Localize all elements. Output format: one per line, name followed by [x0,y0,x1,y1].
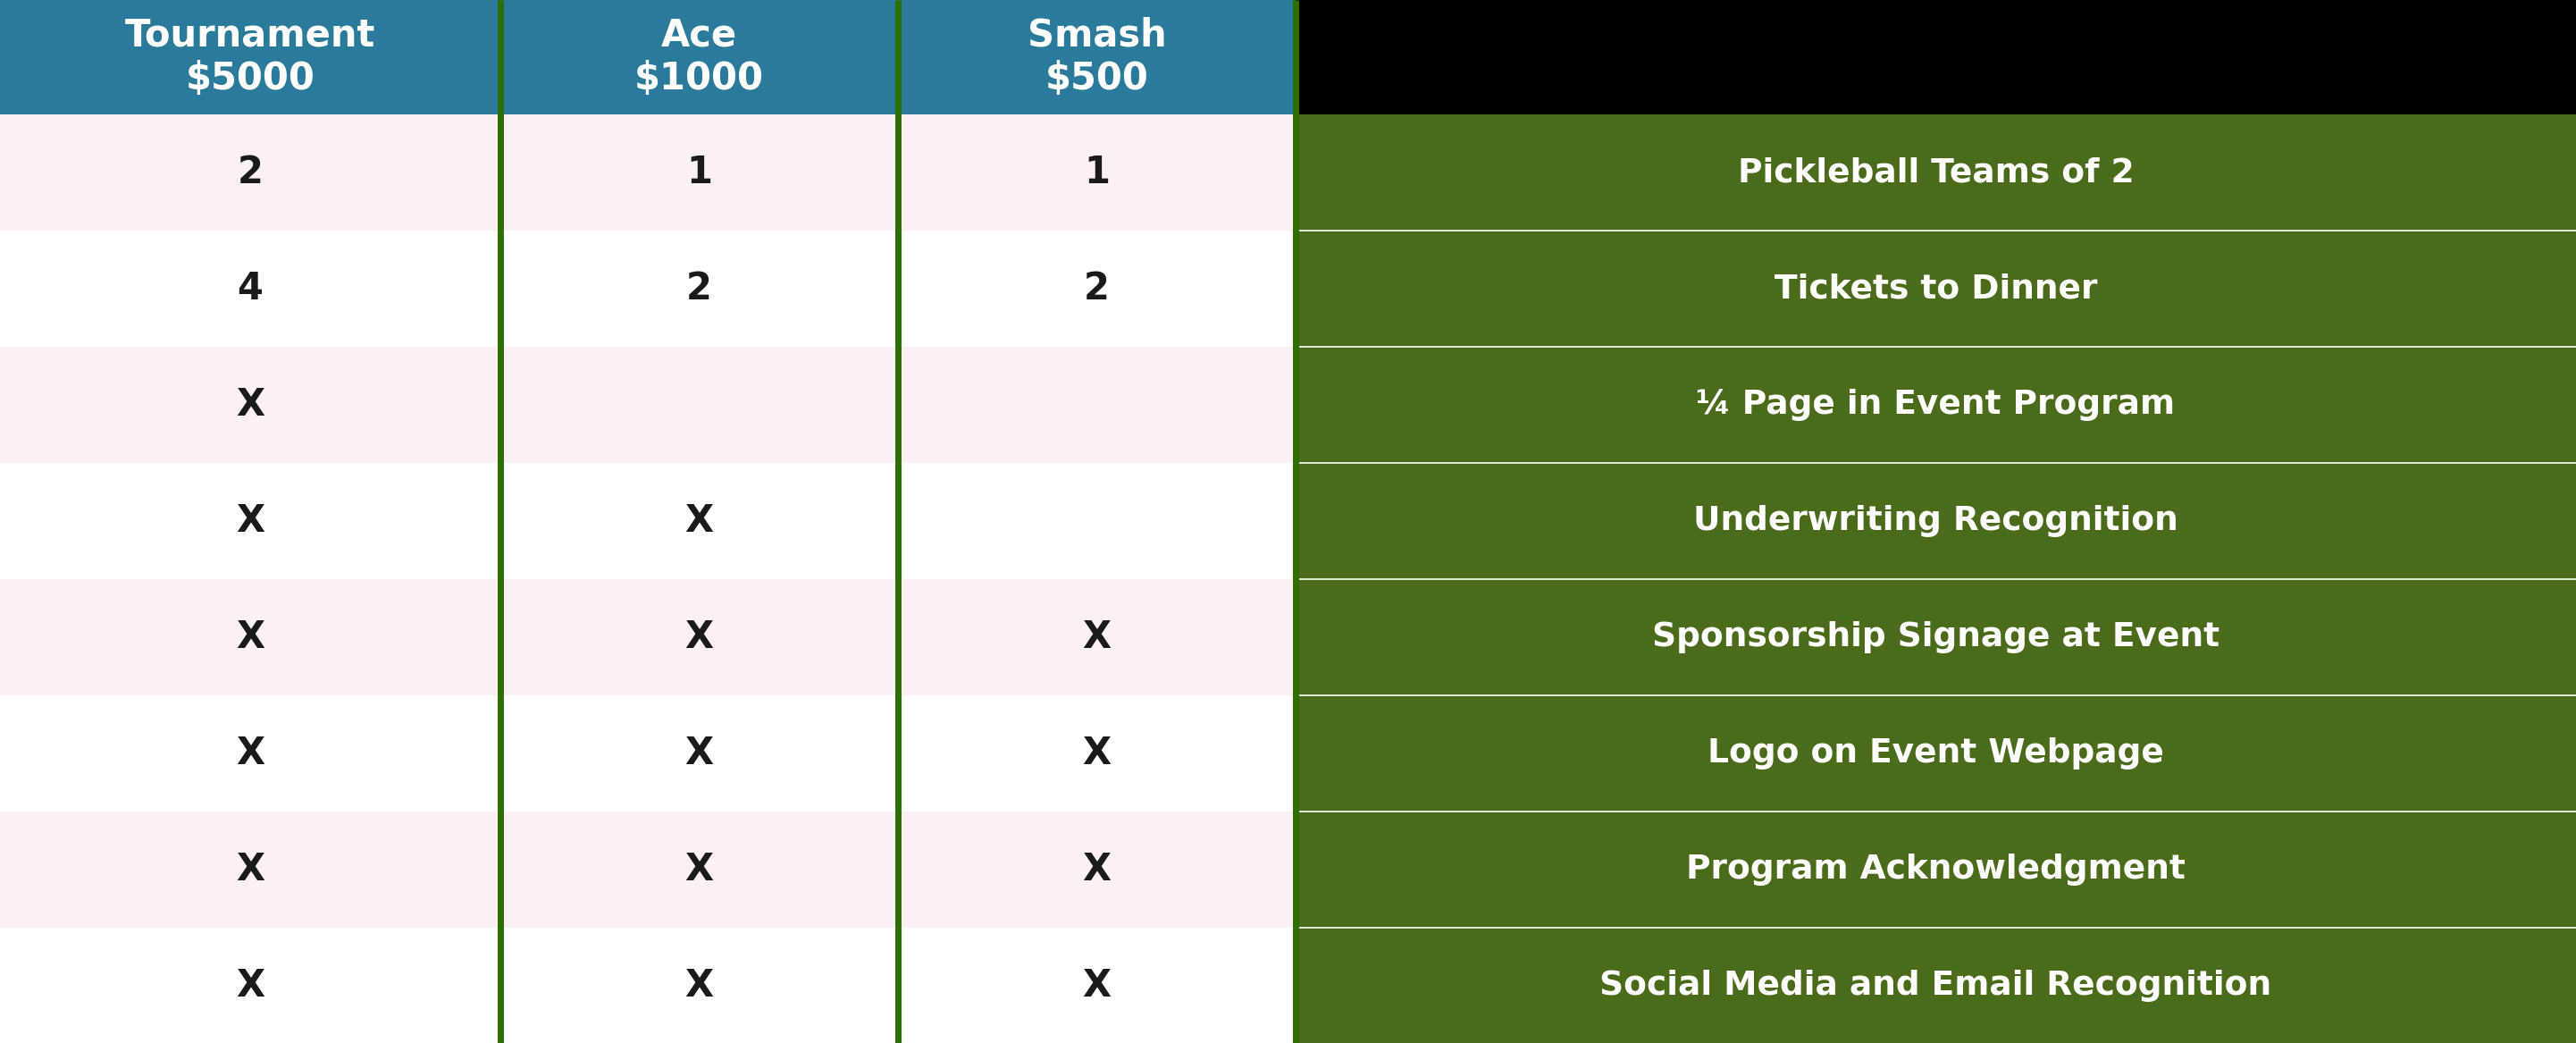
Bar [899,696,1296,811]
Bar [0,696,500,811]
Bar [1296,927,2576,1043]
Text: X: X [237,618,265,656]
Text: 2: 2 [685,270,711,308]
Text: X: X [237,386,265,423]
Bar [500,696,899,811]
Text: Tournament
$5000: Tournament $5000 [124,17,376,98]
Bar [0,0,500,115]
Bar [500,927,899,1043]
Bar [1296,579,2576,696]
Bar [899,115,1296,231]
Text: Social Media and Email Recognition: Social Media and Email Recognition [1600,970,2272,1002]
Text: 1: 1 [1084,153,1110,191]
Bar [899,0,1296,115]
Text: Program Acknowledgment: Program Acknowledgment [1687,853,2184,886]
Bar [1296,0,2576,115]
Bar [500,0,899,115]
Bar [500,346,899,463]
Text: ¼ Page in Event Program: ¼ Page in Event Program [1695,389,2174,421]
Bar [1296,346,2576,463]
Bar [1296,463,2576,579]
Bar [0,579,500,696]
Text: X: X [237,967,265,1004]
Bar [500,231,899,346]
Text: Ace
$1000: Ace $1000 [634,17,765,98]
Text: X: X [1082,967,1110,1004]
Text: Pickleball Teams of 2: Pickleball Teams of 2 [1739,156,2133,189]
Bar [0,463,500,579]
Text: X: X [237,503,265,540]
Bar [0,927,500,1043]
Bar [899,346,1296,463]
Bar [0,346,500,463]
Text: 2: 2 [237,153,263,191]
Text: X: X [1082,734,1110,772]
Text: X: X [685,967,714,1004]
Text: X: X [237,734,265,772]
Bar [899,927,1296,1043]
Text: 2: 2 [1084,270,1110,308]
Bar [1296,696,2576,811]
Text: Underwriting Recognition: Underwriting Recognition [1692,505,2179,537]
Text: Sponsorship Signage at Event: Sponsorship Signage at Event [1651,622,2221,653]
Bar [500,463,899,579]
Bar [0,115,500,231]
Bar [500,811,899,927]
Bar [500,115,899,231]
Text: X: X [685,851,714,889]
Bar [0,811,500,927]
Bar [0,231,500,346]
Bar [899,463,1296,579]
Bar [899,811,1296,927]
Text: Logo on Event Webpage: Logo on Event Webpage [1708,737,2164,770]
Bar [1296,231,2576,346]
Text: 1: 1 [685,153,711,191]
Text: X: X [237,851,265,889]
Text: 4: 4 [237,270,263,308]
Bar [899,231,1296,346]
Bar [500,579,899,696]
Bar [1296,811,2576,927]
Text: X: X [685,734,714,772]
Text: X: X [685,618,714,656]
Text: Smash
$500: Smash $500 [1028,17,1167,98]
Text: X: X [1082,618,1110,656]
Bar [899,579,1296,696]
Text: X: X [1082,851,1110,889]
Text: Tickets to Dinner: Tickets to Dinner [1775,272,2097,305]
Bar [1296,115,2576,231]
Text: X: X [685,503,714,540]
